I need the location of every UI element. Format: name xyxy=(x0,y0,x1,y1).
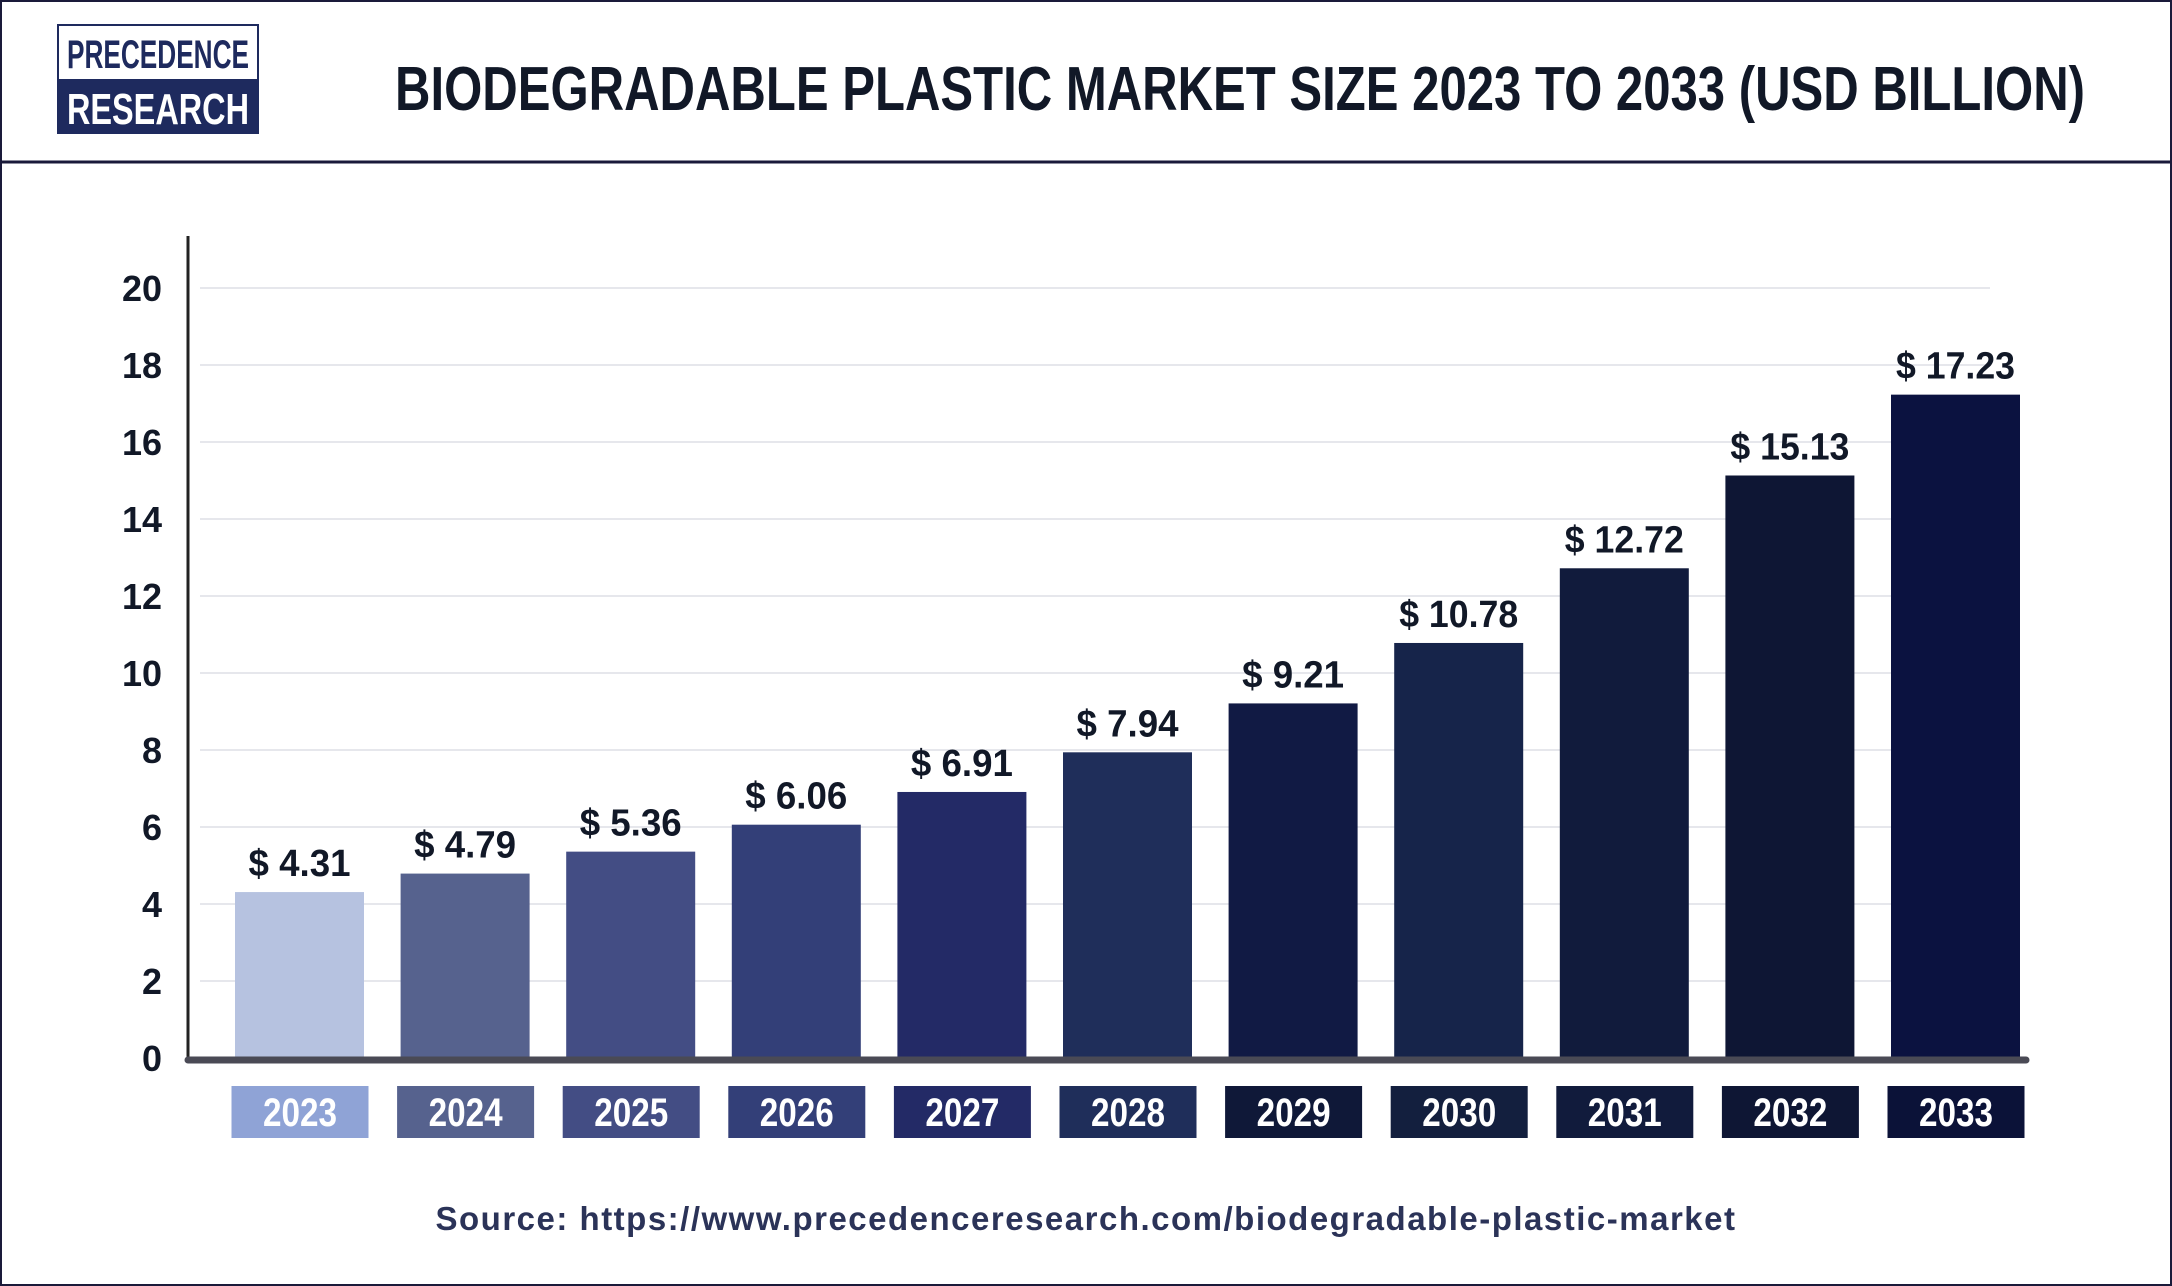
x-tick-label: 2033 xyxy=(1919,1091,1993,1135)
y-tick-label: 6 xyxy=(142,807,162,848)
data-label: $ 7.94 xyxy=(1077,703,1179,745)
logo: PRECEDENCE RESEARCH xyxy=(57,24,259,134)
x-tick-label: 2028 xyxy=(1091,1091,1165,1135)
x-tick-label: 2030 xyxy=(1422,1091,1496,1135)
logo-line1: PRECEDENCE xyxy=(67,33,249,77)
x-tick-label: 2023 xyxy=(263,1091,337,1135)
x-label-box xyxy=(1059,1086,1197,1138)
y-tick-label: 20 xyxy=(122,268,162,309)
data-label: $ 6.06 xyxy=(745,776,847,818)
logo-line2: RESEARCH xyxy=(67,85,249,134)
x-label-box xyxy=(1225,1086,1363,1138)
data-label: $ 4.79 xyxy=(414,825,516,867)
x-axis-labels: 2023 2024 2025 2026 2027 2028 2029 2030 2031 2032… xyxy=(231,1086,2025,1138)
source-text: Source: https://www.precedenceresearch.c… xyxy=(436,1200,1737,1237)
x-label-box xyxy=(1887,1086,2025,1138)
y-tick-label: 0 xyxy=(142,1038,162,1079)
x-tick-label: 2029 xyxy=(1257,1091,1331,1135)
x-label-box xyxy=(1556,1086,1694,1138)
bar-2030 xyxy=(1394,642,1524,1058)
data-label: $ 5.36 xyxy=(580,803,682,845)
x-label-box xyxy=(893,1086,1031,1138)
y-tick-label: 12 xyxy=(122,576,162,617)
y-tick-label: 10 xyxy=(122,653,162,694)
data-label: $ 12.72 xyxy=(1565,519,1684,561)
bar-2032 xyxy=(1725,475,1855,1058)
x-label-box xyxy=(1390,1086,1528,1138)
y-tick-label: 4 xyxy=(142,884,162,925)
bar-2025 xyxy=(566,851,696,1058)
x-label-box xyxy=(397,1086,535,1138)
data-label: $ 9.21 xyxy=(1242,654,1344,696)
x-tick-label: 2027 xyxy=(925,1091,999,1135)
data-label: $ 17.23 xyxy=(1896,346,2015,388)
bar-2029 xyxy=(1228,703,1358,1058)
data-label: $ 4.31 xyxy=(249,843,351,885)
bar-2027 xyxy=(897,791,1027,1058)
x-label-box xyxy=(728,1086,866,1138)
x-label-box xyxy=(562,1086,700,1138)
y-tick-label: 16 xyxy=(122,422,162,463)
x-tick-label: 2026 xyxy=(760,1091,834,1135)
x-tick-label: 2032 xyxy=(1753,1091,1827,1135)
data-label: $ 6.91 xyxy=(911,743,1013,785)
bar-2028 xyxy=(1063,752,1192,1058)
x-label-box xyxy=(231,1086,369,1138)
x-tick-label: 2024 xyxy=(429,1091,504,1135)
x-tick-label: 2031 xyxy=(1588,1091,1662,1135)
data-label: $ 15.13 xyxy=(1730,426,1849,468)
bar-2024 xyxy=(400,873,530,1058)
x-tick-label: 2025 xyxy=(594,1091,668,1135)
bar-2031 xyxy=(1559,568,1689,1058)
y-axis-ticks: 0 2 4 6 8 10 12 14 16 18 20 xyxy=(122,268,162,1079)
bar-2026 xyxy=(731,824,861,1058)
y-tick-label: 18 xyxy=(122,345,162,386)
x-label-box xyxy=(1721,1086,1859,1138)
data-label: $ 10.78 xyxy=(1399,594,1518,636)
y-tick-label: 14 xyxy=(122,499,162,540)
bars: $ 4.31 $ 4.79 $ 5.36 $ 6.06 $ 6.91 $ 7.94 $ 9.… xyxy=(235,346,2020,1058)
y-tick-label: 2 xyxy=(142,961,162,1002)
y-tick-label: 8 xyxy=(142,730,162,771)
chart-title: BIODEGRADABLE PLASTIC MARKET SIZE 2023 T… xyxy=(395,55,2085,124)
bar-2023 xyxy=(235,892,364,1058)
bar-2033 xyxy=(1891,394,2020,1058)
